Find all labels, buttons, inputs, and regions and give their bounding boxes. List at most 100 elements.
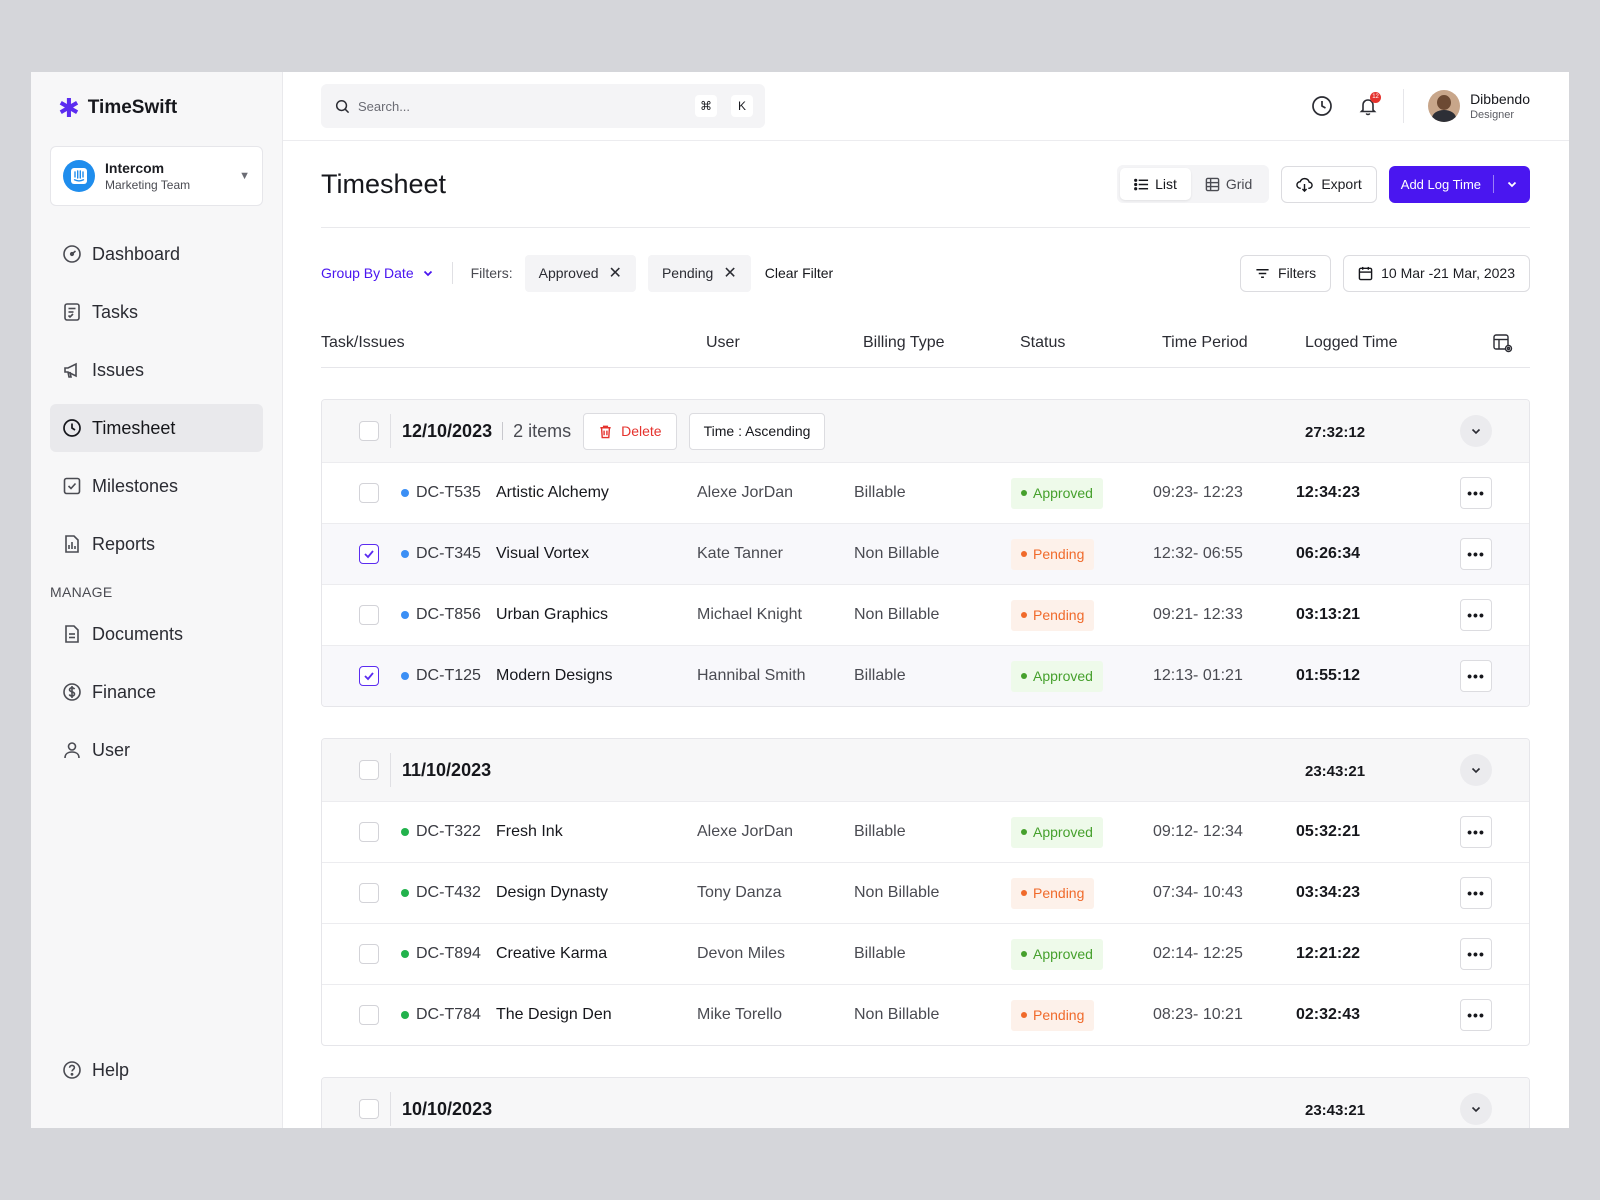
nav-label: Tasks bbox=[92, 301, 139, 322]
nav-item-user[interactable]: User bbox=[50, 726, 263, 774]
clear-filter-link[interactable]: Clear Filter bbox=[764, 265, 834, 281]
nav-item-finance[interactable]: Finance bbox=[50, 668, 263, 716]
row-checkbox[interactable] bbox=[359, 544, 379, 564]
collapse-toggle[interactable] bbox=[1460, 754, 1492, 786]
row-logged-time: 02:32:43 bbox=[1296, 1006, 1361, 1023]
row-checkbox[interactable] bbox=[359, 666, 379, 686]
grid-view-button[interactable]: Grid bbox=[1191, 168, 1266, 200]
chevron-down-icon[interactable] bbox=[1494, 178, 1530, 190]
collapse-toggle[interactable] bbox=[1460, 415, 1492, 447]
collapse-toggle[interactable] bbox=[1460, 1093, 1492, 1125]
table-row[interactable]: DC-T345 Visual Vortex Kate Tanner Non Bil… bbox=[322, 523, 1529, 584]
search-input[interactable]: Search... ⌘ K bbox=[321, 84, 765, 128]
row-checkbox[interactable] bbox=[359, 483, 379, 503]
export-button[interactable]: Export bbox=[1281, 165, 1377, 203]
task-name[interactable]: Design Dynasty bbox=[496, 884, 609, 901]
add-log-time-button[interactable]: Add Log Time bbox=[1388, 165, 1530, 203]
table-row[interactable]: DC-T784 The Design Den Mike Torello Non B… bbox=[322, 984, 1529, 1045]
row-logged-time: 01:55:12 bbox=[1296, 667, 1361, 684]
workspace-switcher[interactable]: Intercom Marketing Team ▼ bbox=[50, 146, 263, 206]
filters-button[interactable]: Filters bbox=[1240, 254, 1332, 292]
list-view-label: List bbox=[1155, 176, 1177, 192]
nav-item-timesheet[interactable]: Timesheet bbox=[50, 404, 263, 452]
task-name[interactable]: The Design Den bbox=[496, 1006, 612, 1023]
sort-label: Time : Ascending bbox=[703, 423, 811, 439]
column-header-user[interactable]: User bbox=[706, 333, 740, 351]
group-checkbox[interactable] bbox=[359, 1099, 379, 1119]
table-row[interactable]: DC-T125 Modern Designs Hannibal Smith Bil… bbox=[322, 645, 1529, 706]
task-name[interactable]: Artistic Alchemy bbox=[496, 484, 609, 501]
nav-item-documents[interactable]: Documents bbox=[50, 610, 263, 658]
column-header-logged-time[interactable]: Logged Time bbox=[1305, 333, 1398, 351]
row-user: Alexe JorDan bbox=[697, 484, 794, 501]
history-clock-icon[interactable] bbox=[1311, 95, 1333, 117]
column-header-status[interactable]: Status bbox=[1020, 333, 1066, 351]
notification-badge: 12 bbox=[1370, 92, 1382, 103]
row-checkbox[interactable] bbox=[359, 883, 379, 903]
close-icon[interactable]: ✕ bbox=[608, 265, 622, 282]
nav-item-help[interactable]: Help bbox=[50, 1046, 141, 1094]
row-time-period: 09:23- 12:23 bbox=[1153, 484, 1243, 501]
column-header-billing[interactable]: Billing Type bbox=[863, 333, 945, 351]
calendar-icon bbox=[1358, 266, 1373, 280]
more-options-icon[interactable]: ••• bbox=[1460, 660, 1492, 692]
column-header-time-period[interactable]: Time Period bbox=[1162, 333, 1248, 351]
nav-label: Documents bbox=[92, 623, 184, 644]
column-settings-icon[interactable] bbox=[1492, 332, 1514, 359]
more-options-icon[interactable]: ••• bbox=[1460, 538, 1492, 570]
group-checkbox[interactable] bbox=[359, 421, 379, 441]
report-icon bbox=[62, 534, 82, 554]
column-header-task[interactable]: Task/Issues bbox=[321, 333, 405, 351]
more-options-icon[interactable]: ••• bbox=[1460, 938, 1492, 970]
status-badge: Approved bbox=[1011, 938, 1103, 970]
more-options-icon[interactable]: ••• bbox=[1460, 877, 1492, 909]
notification-bell-icon[interactable]: 12 bbox=[1357, 92, 1382, 117]
table-row[interactable]: DC-T322 Fresh Ink Alexe JorDan Billable A… bbox=[322, 801, 1529, 862]
task-name[interactable]: Creative Karma bbox=[496, 945, 608, 962]
group-checkbox[interactable] bbox=[359, 760, 379, 780]
asterisk-logo-icon: ✱ bbox=[58, 93, 80, 123]
more-options-icon[interactable]: ••• bbox=[1460, 599, 1492, 631]
status-badge: Approved bbox=[1011, 477, 1103, 509]
table-row[interactable]: DC-T432 Design Dynasty Tony Danza Non Bil… bbox=[322, 862, 1529, 923]
task-name[interactable]: Modern Designs bbox=[496, 667, 613, 684]
nav-item-dashboard[interactable]: Dashboard bbox=[50, 230, 263, 278]
close-icon[interactable]: ✕ bbox=[723, 265, 737, 282]
more-options-icon[interactable]: ••• bbox=[1460, 999, 1492, 1031]
table-row[interactable]: DC-T894 Creative Karma Devon Miles Billab… bbox=[322, 923, 1529, 984]
row-checkbox[interactable] bbox=[359, 605, 379, 625]
group-by-dropdown[interactable]: Group By Date bbox=[321, 265, 434, 281]
nav-item-tasks[interactable]: Tasks bbox=[50, 288, 263, 336]
delete-button[interactable]: Delete bbox=[583, 412, 677, 450]
status-badge: Approved bbox=[1011, 816, 1103, 848]
status-label: Pending bbox=[1033, 546, 1085, 562]
nav-item-milestones[interactable]: Milestones bbox=[50, 462, 263, 510]
nav-item-issues[interactable]: Issues bbox=[50, 346, 263, 394]
row-time-period: 09:12- 12:34 bbox=[1153, 823, 1243, 840]
task-id: DC-T535 bbox=[416, 484, 481, 501]
user-profile-menu[interactable]: Dibbendo Designer bbox=[1428, 90, 1530, 122]
command-key-hint: ⌘ bbox=[695, 95, 717, 117]
table-row[interactable]: DC-T535 Artistic Alchemy Alexe JorDan Bil… bbox=[322, 462, 1529, 523]
more-options-icon[interactable]: ••• bbox=[1460, 816, 1492, 848]
task-name[interactable]: Urban Graphics bbox=[496, 606, 609, 623]
date-range-picker[interactable]: 10 Mar -21 Mar, 2023 bbox=[1343, 254, 1530, 292]
sort-dropdown[interactable]: Time : Ascending bbox=[688, 412, 826, 450]
row-checkbox[interactable] bbox=[359, 822, 379, 842]
nav-item-reports[interactable]: Reports bbox=[50, 520, 263, 568]
chevron-down-icon bbox=[1471, 767, 1481, 774]
brand-logo[interactable]: ✱ TimeSwift bbox=[50, 72, 263, 144]
row-user: Mike Torello bbox=[697, 1006, 783, 1023]
list-icon bbox=[1134, 178, 1149, 190]
status-dot bbox=[401, 1011, 409, 1019]
list-view-button[interactable]: List bbox=[1120, 168, 1191, 200]
row-checkbox[interactable] bbox=[359, 944, 379, 964]
status-badge: Pending bbox=[1011, 999, 1095, 1031]
user-icon bbox=[62, 740, 82, 760]
more-options-icon[interactable]: ••• bbox=[1460, 477, 1492, 509]
task-name[interactable]: Visual Vortex bbox=[496, 545, 590, 562]
row-checkbox[interactable] bbox=[359, 1005, 379, 1025]
table-row[interactable]: DC-T856 Urban Graphics Michael Knight Non… bbox=[322, 584, 1529, 645]
task-id: DC-T322 bbox=[416, 823, 481, 840]
task-name[interactable]: Fresh Ink bbox=[496, 823, 563, 840]
